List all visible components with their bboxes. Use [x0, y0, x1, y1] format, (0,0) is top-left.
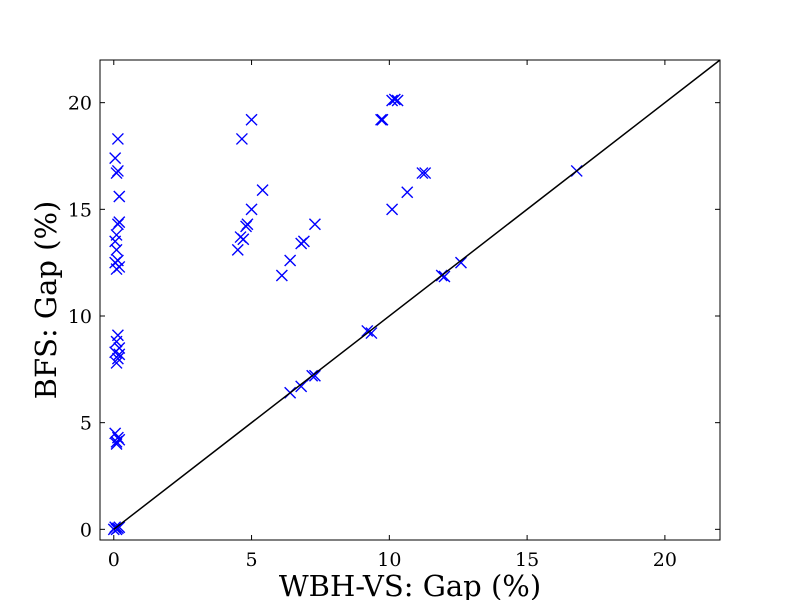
x-tick-label: 10 — [377, 549, 401, 571]
reference-line — [113, 59, 721, 530]
y-tick-label: 5 — [80, 413, 92, 435]
data-point — [401, 186, 414, 199]
data-point — [110, 228, 123, 241]
data-point — [391, 94, 404, 107]
x-tick-label: 15 — [515, 549, 539, 571]
data-point — [419, 167, 432, 180]
data-point — [111, 132, 124, 145]
data-point — [365, 327, 378, 340]
y-axis-label: BFS: Gap (%) — [29, 201, 63, 400]
data-point — [235, 132, 248, 145]
data-point — [241, 218, 254, 231]
data-point — [375, 113, 388, 126]
x-tick-label: 5 — [246, 549, 258, 571]
x-tick-label: 20 — [653, 549, 677, 571]
data-point — [113, 521, 126, 534]
data-point — [416, 167, 429, 180]
data-point — [256, 184, 269, 197]
data-point — [275, 269, 288, 282]
y-tick-label: 15 — [68, 199, 92, 221]
data-point — [245, 203, 258, 216]
data-point — [245, 113, 258, 126]
data-point — [113, 348, 126, 361]
data-point — [297, 235, 310, 248]
data-point — [308, 218, 321, 231]
y-tick-label: 10 — [68, 306, 92, 328]
data-point — [237, 233, 250, 246]
data-point — [110, 356, 123, 369]
data-point — [231, 243, 244, 256]
ticks-layer: 0 5 10 15 20 0 5 10 15 20 — [68, 60, 720, 571]
data-point — [438, 270, 451, 283]
data-point — [109, 152, 122, 165]
data-point — [111, 164, 124, 177]
data-point — [113, 190, 126, 203]
data-point — [284, 254, 297, 267]
data-point — [386, 94, 399, 107]
data-point — [111, 352, 124, 365]
data-point — [308, 369, 321, 382]
data-point — [113, 216, 126, 229]
data-point — [295, 380, 308, 393]
y-tick-label: 20 — [68, 93, 92, 115]
data-point — [361, 324, 374, 337]
data-point — [111, 329, 124, 342]
data-point — [388, 93, 401, 106]
points-layer — [107, 93, 583, 536]
data-point — [376, 113, 389, 126]
y-tick-label: 0 — [80, 519, 92, 541]
data-point — [386, 203, 399, 216]
x-axis-label: WBH-VS: Gap (%) — [279, 569, 541, 600]
data-point — [113, 260, 126, 273]
data-point — [110, 438, 123, 450]
data-point — [454, 256, 467, 269]
data-point — [109, 427, 122, 440]
plot-frame — [99, 59, 721, 541]
x-tick-label: 0 — [108, 549, 120, 571]
